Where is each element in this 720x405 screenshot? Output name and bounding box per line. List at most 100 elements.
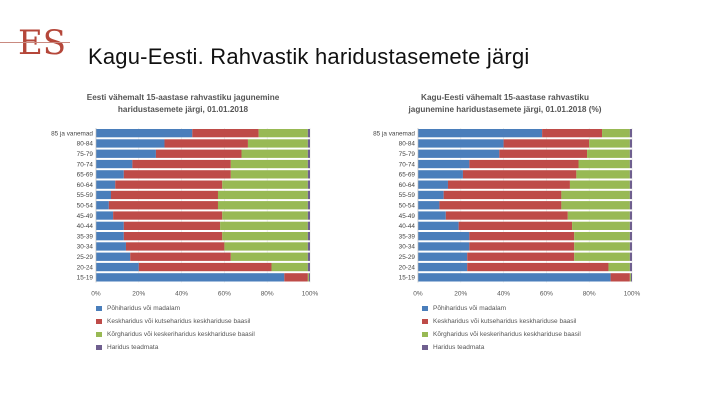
bar-segment — [629, 211, 632, 220]
chart-title-line: jagunemine haridustasemete järgi, 01.01.… — [408, 105, 602, 114]
bar-segment — [217, 201, 308, 210]
category-label: 65-69 — [77, 172, 94, 179]
bar-segment — [418, 149, 500, 158]
x-tick-label: 20% — [454, 291, 467, 298]
bar-segment — [574, 252, 630, 261]
bar-segment — [578, 159, 630, 169]
category-label: 75-79 — [399, 151, 416, 158]
category-label: 75-79 — [77, 151, 94, 158]
bar-segment — [418, 180, 448, 189]
bar-segment — [462, 170, 577, 179]
bar-segment — [469, 242, 575, 251]
bar-segment — [576, 170, 630, 179]
bar-segment — [307, 129, 310, 138]
category-label: 80-84 — [399, 141, 416, 148]
bar-segment — [307, 211, 310, 220]
bar-segment — [96, 190, 111, 200]
bar-segment — [96, 170, 124, 179]
x-tick-label: 0% — [413, 291, 423, 298]
bar-segment — [307, 159, 310, 169]
legend-swatch — [96, 345, 102, 350]
legend-swatch — [422, 345, 428, 350]
x-tick-label: 60% — [218, 291, 231, 298]
bar-segment — [629, 242, 632, 251]
legend-swatch — [422, 319, 428, 324]
bar-segment — [155, 149, 242, 158]
bar-segment — [247, 139, 308, 148]
bar-segment — [418, 129, 543, 138]
category-label: 70-74 — [399, 161, 416, 168]
bar-segment — [96, 273, 285, 282]
x-tick-label: 60% — [540, 291, 553, 298]
bar-segment — [307, 252, 310, 261]
legend-swatch — [422, 306, 428, 311]
bar-segment — [469, 232, 575, 241]
bar-segment — [307, 139, 310, 148]
bar-segment — [418, 211, 446, 220]
legend-item: Põhiharidus või madalam — [422, 302, 581, 315]
bar-segment — [589, 139, 630, 148]
category-label: 40-44 — [77, 223, 94, 230]
x-tick-label: 0% — [91, 291, 101, 298]
category-label: 55-59 — [399, 192, 416, 199]
bar-segment — [115, 180, 223, 189]
bar-segment — [602, 129, 630, 138]
bar-segment — [629, 129, 632, 138]
category-label: 30-34 — [77, 244, 94, 251]
bar-segment — [629, 232, 632, 241]
bar-segment — [418, 159, 470, 169]
bar-segment — [574, 232, 630, 241]
bar-segment — [96, 129, 193, 138]
bar-segment — [307, 180, 310, 189]
legend-item: Kõrgharidus või keskeriharidus keskharid… — [422, 328, 581, 341]
legend-item: Keskharidus või kutseharidus keskharidus… — [96, 315, 255, 328]
bar-segment — [629, 170, 632, 179]
bar-segment — [132, 159, 231, 169]
category-label: 65-69 — [399, 172, 416, 179]
bar-segment — [230, 170, 308, 179]
bar-segment — [307, 149, 310, 158]
bar-segment — [307, 170, 310, 179]
bar-segment — [138, 262, 272, 272]
category-label: 50-54 — [77, 202, 94, 209]
legend-kagu-eesti: Põhiharidus või madalam Keskharidus või k… — [422, 302, 581, 354]
bar-segment — [467, 262, 609, 272]
legend-eesti: Põhiharidus või madalam Keskharidus või k… — [96, 302, 255, 354]
legend-swatch — [422, 332, 428, 337]
category-label: 60-64 — [399, 182, 416, 189]
legend-label: Keskharidus või kutseharidus keskharidus… — [433, 318, 577, 325]
bar-segment — [230, 252, 308, 261]
bar-segment — [629, 262, 632, 272]
bar-segment — [96, 252, 131, 261]
category-label: 20-24 — [77, 264, 94, 271]
bar-segment — [308, 273, 310, 282]
bar-segment — [96, 149, 156, 158]
bar-segment — [96, 242, 126, 251]
bar-segment — [629, 201, 632, 210]
bar-segment — [567, 211, 630, 220]
chart-eesti: Eesti vähemalt 15-aastase rahvastiku jag… — [51, 93, 318, 298]
bar-segment — [561, 201, 630, 210]
category-label: 55-59 — [77, 192, 94, 199]
bar-segment — [220, 221, 308, 230]
category-label: 60-64 — [77, 182, 94, 189]
legend-item: Haridus teadmata — [96, 341, 255, 354]
bar-segment — [230, 159, 308, 169]
bar-segment — [418, 273, 611, 282]
bar-segment — [503, 139, 590, 148]
bar-segment — [192, 129, 259, 138]
category-label: 30-34 — [399, 244, 416, 251]
bar-segment — [499, 149, 588, 158]
category-label: 35-39 — [77, 233, 94, 240]
chart-title-line: Eesti vähemalt 15-aastase rahvastiku jag… — [87, 93, 280, 102]
bar-segment — [125, 242, 225, 251]
chart-panel-kagu-eesti: Kagu-Eesti vähemalt 15-aastase rahvastik… — [360, 90, 650, 315]
bar-segment — [445, 211, 568, 220]
x-tick-label: 40% — [497, 291, 510, 298]
chart-kagu-eesti: Kagu-Eesti vähemalt 15-aastase rahvastik… — [373, 93, 640, 298]
bar-segment — [130, 252, 231, 261]
x-tick-label: 80% — [583, 291, 596, 298]
bar-segment — [224, 242, 308, 251]
bar-segment — [418, 242, 470, 251]
legend-item: Keskharidus või kutseharidus keskharidus… — [422, 315, 581, 328]
